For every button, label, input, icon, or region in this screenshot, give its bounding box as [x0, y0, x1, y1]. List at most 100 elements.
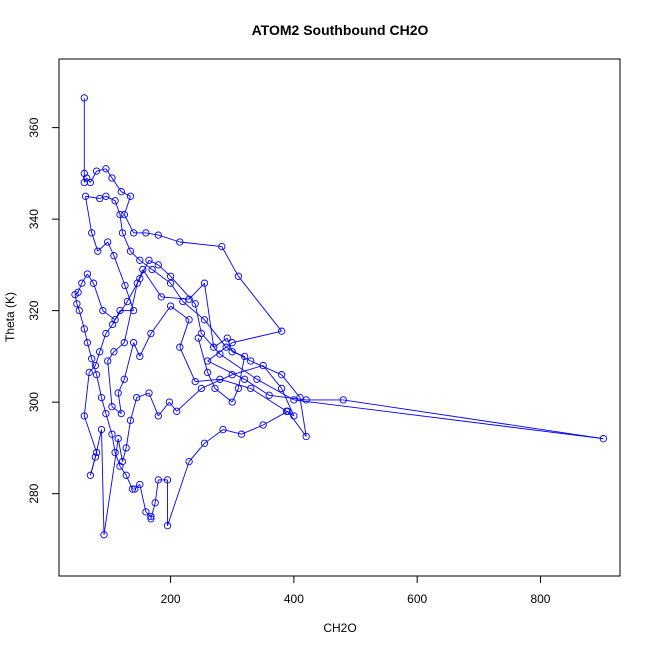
series-segment: [148, 259, 159, 266]
series-segment: [207, 342, 233, 362]
data-point: [96, 348, 104, 356]
data-point: [154, 412, 162, 420]
series-layer: [71, 94, 608, 539]
data-point: [83, 174, 91, 182]
series-segment: [150, 305, 171, 334]
data-point: [197, 384, 206, 393]
series-segment: [139, 333, 152, 357]
data-point: [185, 295, 193, 303]
axis-layer: 200 400 600 800 280 300 320 340 360: [27, 117, 551, 606]
data-point: [116, 210, 124, 219]
data-point: [97, 393, 106, 402]
data-point: [104, 238, 112, 246]
data-point: [151, 499, 159, 507]
data-point: [200, 439, 209, 447]
data-point: [117, 188, 125, 196]
series-segment: [241, 424, 264, 435]
series-segment: [197, 337, 209, 373]
data-point: [111, 197, 119, 205]
data-point: [73, 300, 81, 308]
data-point: [81, 192, 90, 200]
data-point: [203, 368, 212, 377]
data-point: [163, 476, 172, 484]
series-segment: [201, 374, 233, 389]
series-segment: [107, 360, 113, 407]
data-point: [117, 409, 125, 418]
series-segment: [113, 255, 126, 286]
data-point: [80, 94, 88, 102]
data-point: [228, 371, 236, 379]
data-point: [120, 339, 128, 347]
series-segment: [74, 294, 78, 304]
series-segment: [204, 319, 227, 348]
y-tick-label: 360: [27, 117, 41, 137]
series-segment: [111, 177, 122, 192]
data-point: [277, 327, 286, 335]
data-point: [147, 329, 155, 338]
data-point: [142, 229, 150, 237]
data-point: [240, 352, 249, 361]
series-segment: [244, 378, 270, 396]
data-point: [83, 339, 92, 347]
series-segment: [107, 241, 115, 256]
series-segment: [221, 246, 239, 277]
data-point: [108, 174, 116, 182]
data-point: [85, 368, 93, 377]
series-segment: [213, 337, 228, 348]
x-tick-label: 200: [161, 592, 181, 606]
series-segment: [121, 191, 131, 197]
series-segment: [179, 241, 222, 248]
data-point: [154, 231, 162, 239]
data-point: [203, 357, 212, 365]
series-segment: [182, 301, 205, 321]
series-segment: [122, 447, 127, 462]
series-segment: [114, 200, 121, 215]
series-segment: [343, 399, 604, 440]
data-point: [133, 279, 141, 287]
series-segment: [231, 388, 239, 403]
data-point: [129, 229, 138, 237]
data-point: [154, 261, 162, 269]
series-segment: [101, 397, 107, 414]
data-point: [228, 339, 236, 347]
data-point: [247, 357, 255, 365]
data-point: [78, 279, 86, 287]
series-segment: [219, 353, 258, 380]
series-segment: [194, 303, 202, 334]
series-segment: [299, 397, 307, 437]
data-point: [136, 352, 144, 361]
data-point: [259, 361, 267, 370]
data-point: [179, 297, 187, 306]
series-segment: [85, 196, 93, 233]
data-point: [136, 256, 144, 264]
series-segment: [142, 269, 162, 298]
series-0: [71, 94, 608, 539]
data-point: [108, 320, 117, 329]
series-segment: [123, 342, 135, 380]
data-point: [599, 435, 608, 443]
series-segment: [250, 360, 282, 376]
data-point: [111, 316, 119, 324]
series-segment: [85, 195, 100, 199]
series-segment: [83, 415, 98, 453]
data-point: [110, 252, 118, 260]
series-segment: [148, 392, 159, 417]
data-point: [145, 256, 153, 264]
series-segment: [281, 388, 295, 417]
series-segment: [237, 356, 246, 389]
data-point: [265, 391, 273, 399]
series-segment: [170, 305, 190, 321]
series-segment: [150, 502, 156, 519]
series-segment: [113, 342, 125, 353]
series-segment: [179, 347, 196, 382]
series-segment: [262, 410, 288, 426]
series-segment: [139, 259, 153, 270]
data-point: [185, 457, 193, 466]
data-point: [277, 371, 286, 379]
series-segment: [232, 330, 282, 344]
series-segment: [94, 429, 102, 458]
data-point: [176, 343, 184, 351]
data-point: [116, 462, 124, 470]
data-point: [89, 279, 98, 287]
